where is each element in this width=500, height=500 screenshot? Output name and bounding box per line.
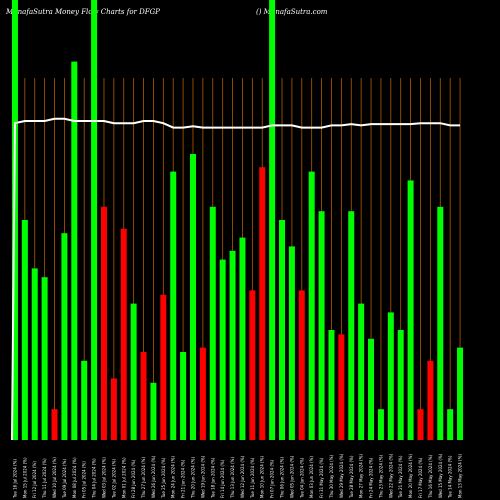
x-tick-label: Mon 03 Jun 2024 (%) (309, 456, 314, 498)
bar (308, 171, 315, 440)
bar (387, 312, 394, 440)
bar (61, 233, 68, 440)
x-tick-label: Fri 21 Jun 2024 (%) (181, 459, 186, 498)
bar (71, 61, 78, 440)
bar (209, 206, 216, 440)
x-tick-label: Fri 17 May 2024 (%) (418, 457, 423, 498)
x-tick-label: Mon 20 May 2024 (%) (408, 454, 413, 498)
x-tick-label: Wed 12 Jun 2024 (%) (240, 455, 245, 498)
bar (417, 409, 424, 440)
x-tick-label: Wed 19 Jun 2024 (%) (200, 455, 205, 498)
x-tick-label: Fri 31 May 2024 (%) (319, 457, 324, 498)
bar (368, 338, 375, 440)
bar (150, 382, 157, 440)
bar (397, 330, 404, 440)
x-tick-label: Mon 08 Jul 2024 (%) (72, 457, 77, 498)
bar (160, 294, 167, 440)
bars (11, 0, 464, 440)
trend-line (11, 117, 461, 441)
bar (21, 220, 28, 440)
x-tick-label: Tue 11 Jun 2024 (%) (250, 457, 255, 499)
bar (249, 290, 256, 440)
x-tick-labels: Tue 16 Jul 2024 (%) Mon 15 Jul 2024 (%) Fr… (12, 453, 462, 499)
bar (31, 268, 38, 440)
bar (457, 347, 464, 440)
bar (407, 180, 414, 440)
x-tick-label: Thu 27 Jun 2024 (%) (141, 457, 146, 499)
x-tick-label: Mon 10 Jun 2024 (%) (260, 456, 265, 498)
x-tick-label: Thu 11 Jul 2024 (%) (42, 458, 47, 499)
site-credit: () MunafaSutra.com (256, 8, 328, 16)
bar (81, 360, 88, 440)
x-tick-label: Wed 22 May 2024 (%) (388, 453, 393, 498)
bar (288, 246, 295, 440)
x-tick-label: Tue 14 May 2024 (%) (448, 455, 453, 499)
x-tick-label: Tue 16 Jul 2024 (%) (12, 459, 17, 499)
x-tick-label: Fri 12 Jul 2024 (%) (32, 461, 37, 498)
chart-title: MunafaSutra Money Flow Charts for DFGP (6, 8, 160, 16)
x-tick-label: Thu 20 Jun 2024 (%) (190, 457, 195, 499)
bar (100, 206, 107, 440)
bar (447, 409, 454, 440)
x-tick-label: Mon 13 May 2024 (%) (458, 454, 463, 498)
x-tick-label: Thu 23 May 2024 (%) (378, 455, 383, 500)
x-tick-label: Fri 14 Jun 2024 (%) (220, 459, 225, 498)
bar (259, 167, 266, 440)
x-tick-label: Fri 07 Jun 2024 (%) (270, 459, 275, 498)
x-tick-label: Tue 04 Jun 2024 (%) (299, 457, 304, 499)
x-tick-label: Wed 03 Jul 2024 (%) (101, 457, 106, 498)
x-tick-label: Tue 25 Jun 2024 (%) (161, 457, 166, 499)
bar (269, 0, 276, 440)
x-tick-label: Tue 21 May 2024 (%) (398, 455, 403, 499)
x-tick-label: Tue 02 Jul 2024 (%) (111, 459, 116, 499)
x-tick-label: Thu 06 Jun 2024 (%) (280, 457, 285, 499)
bar (358, 303, 365, 440)
x-tick-label: Wed 29 May 2024 (%) (339, 453, 344, 498)
bar (199, 347, 206, 440)
bar (279, 220, 286, 440)
x-tick-label: Wed 15 May 2024 (%) (438, 453, 443, 498)
bar (229, 250, 236, 440)
bar (328, 330, 335, 440)
x-tick-label: Fri 05 Jul 2024 (%) (82, 461, 87, 498)
bar (427, 360, 434, 440)
bar (338, 334, 345, 440)
x-tick-label: Wed 05 Jun 2024 (%) (289, 455, 294, 498)
bar (170, 171, 177, 440)
bar (377, 409, 384, 440)
bar (41, 277, 48, 440)
bar (437, 206, 444, 440)
x-tick-label: Mon 15 Jul 2024 (%) (22, 457, 27, 498)
bar (120, 228, 127, 440)
x-tick-label: Mon 01 Jul 2024 (%) (121, 457, 126, 498)
bar (219, 259, 226, 440)
x-tick-label: Tue 28 May 2024 (%) (349, 455, 354, 499)
bar (318, 211, 325, 440)
x-tick-label: Wed 10 Jul 2024 (%) (52, 457, 57, 498)
bar (140, 352, 147, 440)
x-tick-label: Thu 16 May 2024 (%) (428, 455, 433, 500)
bar (189, 154, 196, 440)
x-tick-label: Thu 04 Jul 2024 (%) (92, 458, 97, 499)
x-tick-label: Tue 09 Jul 2024 (%) (62, 459, 67, 499)
bar (298, 290, 305, 440)
bar (348, 211, 355, 440)
bar (180, 352, 187, 440)
x-tick-label: Mon 24 Jun 2024 (%) (171, 456, 176, 498)
x-tick-label: Fri 24 May 2024 (%) (369, 457, 374, 498)
trend-line-layer (11, 117, 461, 441)
bar (239, 237, 246, 440)
x-tick-label: Tue 18 Jun 2024 (%) (210, 457, 215, 499)
bar (110, 378, 117, 440)
x-tick-label: Wed 26 Jun 2024 (%) (151, 455, 156, 498)
bar (51, 409, 58, 440)
bar (130, 303, 137, 440)
x-tick-label: Thu 13 Jun 2024 (%) (230, 457, 235, 499)
bar (91, 0, 98, 440)
x-tick-label: Fri 28 Jun 2024 (%) (131, 459, 136, 498)
x-tick-label: Thu 30 May 2024 (%) (329, 455, 334, 500)
x-tick-label: Mon 27 May 2024 (%) (359, 454, 364, 498)
